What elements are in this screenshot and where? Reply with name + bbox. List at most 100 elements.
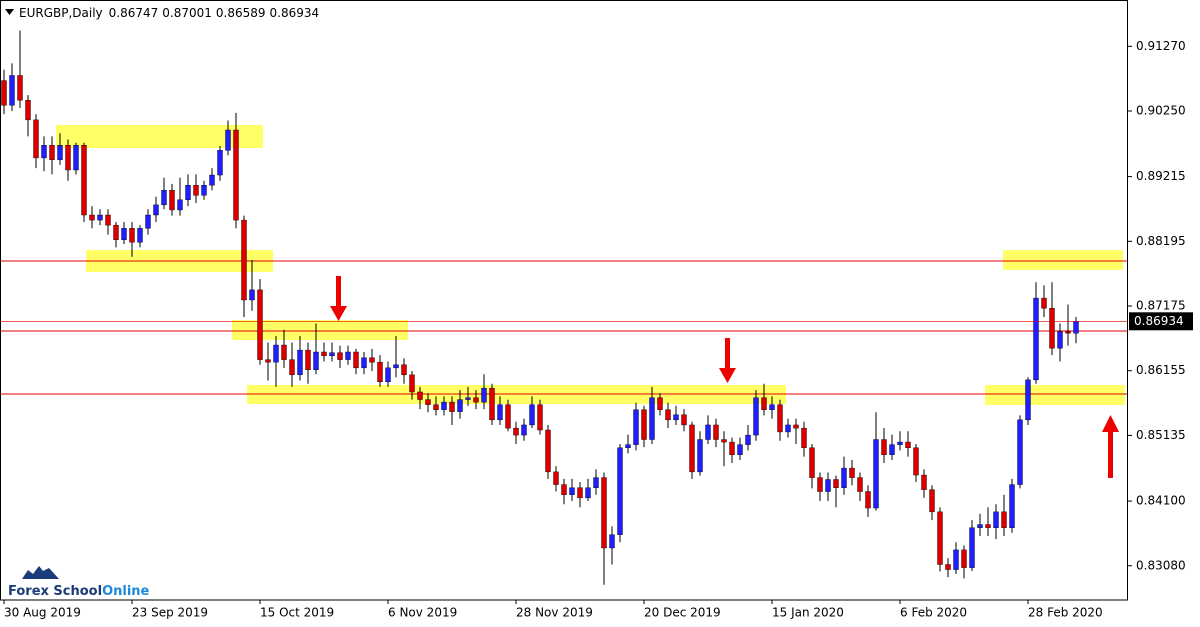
candle-body (825, 479, 831, 492)
candle-body (465, 397, 471, 400)
logo-icon (22, 566, 59, 579)
candle-body (409, 374, 415, 393)
close: 0.86934 (270, 6, 320, 20)
candle-body (569, 487, 575, 495)
candle-body (209, 174, 215, 186)
candle-body (1041, 297, 1047, 309)
candle-body (393, 364, 399, 369)
header: EURGBP,Daily 0.86747 0.87001 0.86589 0.86934 (5, 6, 319, 20)
y-tick-label: 0.89215 (1136, 169, 1186, 183)
candle-body (185, 185, 191, 200)
candle-body (369, 357, 375, 363)
x-tick-label: 20 Dec 2019 (644, 606, 721, 620)
x-tick-label: 15 Jan 2020 (772, 606, 844, 620)
x-tick-label: 6 Feb 2020 (900, 606, 967, 620)
price-tag-label: 0.86934 (1134, 314, 1184, 328)
candle-body (97, 214, 103, 221)
candle-body (537, 404, 543, 431)
candle-body (625, 444, 631, 448)
candle-body (329, 352, 335, 357)
zone (232, 320, 408, 340)
candle-body (553, 471, 559, 485)
candle-body (985, 524, 991, 528)
candle-body (897, 441, 903, 445)
candle-body (601, 477, 607, 549)
candle-body (665, 409, 671, 421)
candle-body (73, 145, 79, 171)
candle-body (353, 351, 359, 369)
candle-body (1025, 379, 1031, 421)
x-tick-label: 28 Nov 2019 (516, 606, 593, 620)
candle-body (769, 404, 775, 410)
candle-body (1017, 419, 1023, 485)
candle-body (273, 344, 279, 363)
candle-body (425, 399, 431, 405)
candle-body (481, 387, 487, 403)
candle-body (977, 524, 983, 528)
y-tick-label: 0.90250 (1136, 103, 1186, 117)
candle-body (473, 397, 479, 403)
candle-body (129, 228, 135, 243)
candle-body (785, 424, 791, 433)
candle-body (649, 397, 655, 440)
y-tick-label: 0.83080 (1136, 558, 1186, 572)
candle-body (929, 489, 935, 513)
candle-body (177, 199, 183, 211)
candle-body (921, 474, 927, 490)
candle-body (41, 145, 47, 159)
candle-body (889, 444, 895, 455)
candle-body (737, 444, 743, 455)
candle-body (257, 289, 263, 360)
candle-body (9, 75, 15, 106)
candle-body (937, 511, 943, 565)
candle-body (681, 414, 687, 426)
candle-body (313, 351, 319, 370)
candle-body (777, 404, 783, 433)
x-tick-label: 15 Oct 2019 (260, 606, 334, 620)
candle-body (705, 424, 711, 440)
candle-body (137, 228, 143, 243)
candle-body (561, 484, 567, 495)
candle-body (865, 491, 871, 509)
candle-body (201, 185, 207, 196)
candle-body (281, 344, 287, 360)
candle-body (1073, 321, 1079, 334)
candle-body (657, 397, 663, 410)
candle-body (457, 399, 463, 412)
candle-body (993, 511, 999, 528)
arrow-down (719, 338, 736, 383)
arrow-down (330, 276, 347, 321)
zone (985, 385, 1125, 405)
candle-body (1, 80, 7, 106)
candle-body (89, 214, 95, 221)
header-text: EURGBP,Daily 0.86747 0.87001 0.86589 0.86934 (19, 6, 319, 20)
menu-triangle (5, 9, 14, 15)
candle-body (1033, 297, 1039, 381)
candle-body (33, 119, 39, 159)
candle-body (721, 439, 727, 443)
candle-body (113, 224, 119, 240)
candle-body (57, 145, 63, 161)
candle-body (49, 145, 55, 161)
candle-body (433, 404, 439, 410)
candle-body (161, 190, 167, 206)
y-tick-label: 0.87175 (1136, 299, 1186, 313)
candle-body (145, 214, 151, 229)
candle-body (857, 477, 863, 492)
candle-body (1057, 331, 1063, 349)
candle-body (969, 527, 975, 568)
candle-body (513, 427, 519, 436)
candle-body (217, 150, 223, 176)
candles (1, 30, 1079, 585)
candle-body (153, 204, 159, 216)
candle-body (689, 424, 695, 473)
zone (56, 125, 263, 148)
candle-body (801, 427, 807, 448)
candle-body (833, 479, 839, 488)
x-tick-label: 28 Feb 2020 (1028, 606, 1103, 620)
candle-body (1009, 484, 1015, 528)
candle-body (697, 439, 703, 473)
y-tick-label: 0.84100 (1136, 494, 1186, 508)
